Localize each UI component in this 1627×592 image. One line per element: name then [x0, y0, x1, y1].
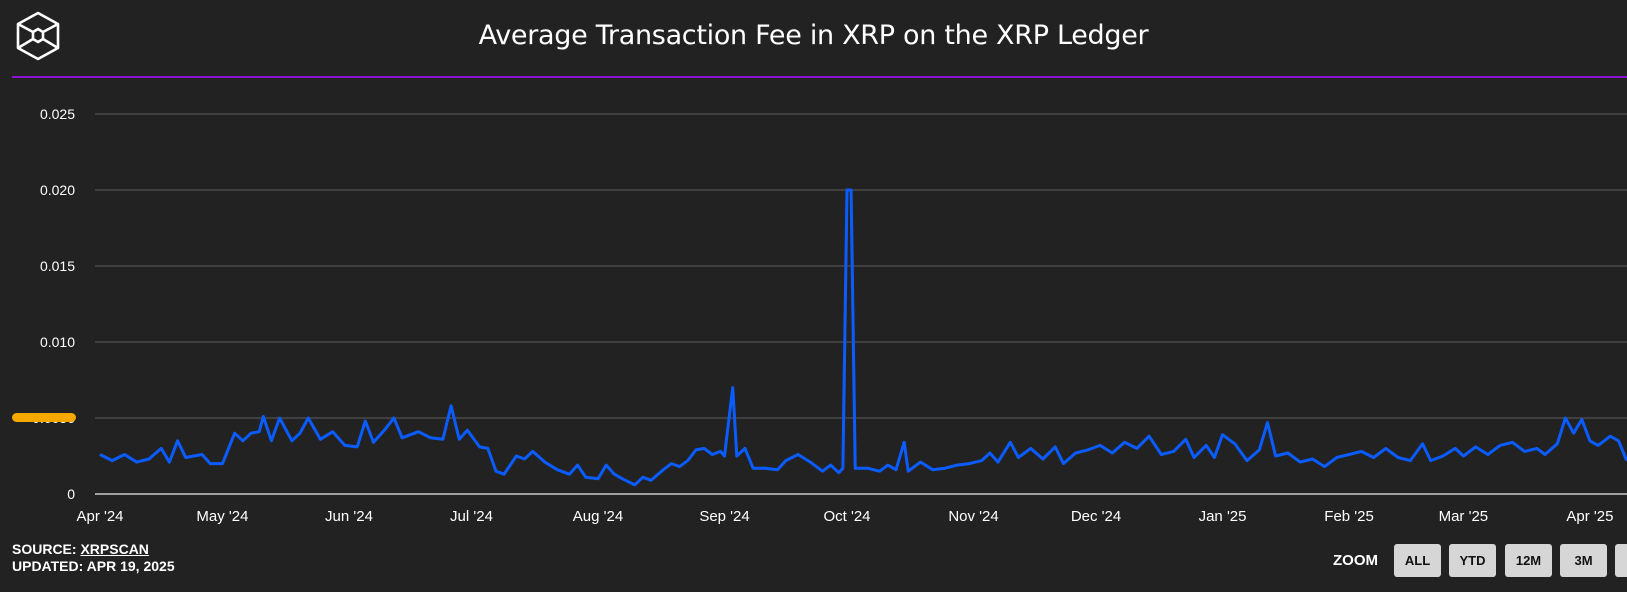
x-tick-label: Jun '24 [325, 508, 373, 525]
x-tick-label: Oct '24 [823, 508, 870, 525]
source-line: SOURCE: XRPSCAN [12, 541, 175, 558]
x-tick-label: Nov '24 [948, 508, 998, 525]
fee-series-line [99, 188, 1627, 487]
x-tick-label: Aug '24 [573, 508, 623, 525]
zoom-ytd-button[interactable]: YTD [1449, 544, 1496, 577]
zoom-3m-button[interactable]: 3M [1560, 544, 1607, 577]
source-prefix: SOURCE: [12, 541, 81, 557]
y-tick-label: 0.025 [40, 106, 75, 122]
x-tick-label: Mar '25 [1439, 508, 1489, 525]
x-tick-label: Dec '24 [1071, 508, 1121, 525]
x-tick-label: Jan '25 [1199, 508, 1247, 525]
y-tick-highlight-marker [12, 413, 76, 422]
chart-title: Average Transaction Fee in XRP on the XR… [478, 20, 1149, 51]
x-tick-label: Apr '25 [1566, 508, 1613, 525]
zoom-12m-button[interactable]: 12M [1505, 544, 1552, 577]
updated-date: UPDATED: APR 19, 2025 [12, 558, 175, 574]
y-tick-label: 0.015 [40, 258, 75, 274]
y-tick-label: 0 [67, 486, 75, 502]
x-tick-label: Apr '24 [76, 508, 123, 525]
chart-footer: SOURCE: XRPSCAN UPDATED: APR 19, 2025 [12, 541, 175, 575]
source-link[interactable]: XRPSCAN [80, 541, 149, 557]
title-divider [12, 76, 1627, 78]
zoom-all-button[interactable]: ALL [1394, 544, 1441, 577]
zoom-label: ZOOM [1333, 552, 1378, 569]
x-tick-label: Feb '25 [1324, 508, 1374, 525]
y-tick-label: 0.010 [40, 334, 75, 350]
y-tick-label: 0.020 [40, 182, 75, 198]
hexagon-cube-logo-icon [16, 11, 60, 61]
x-tick-label: May '24 [196, 508, 248, 525]
zoom-1m-button[interactable] [1615, 544, 1627, 577]
x-tick-label: Sep '24 [699, 508, 749, 525]
x-tick-label: Jul '24 [450, 508, 493, 525]
